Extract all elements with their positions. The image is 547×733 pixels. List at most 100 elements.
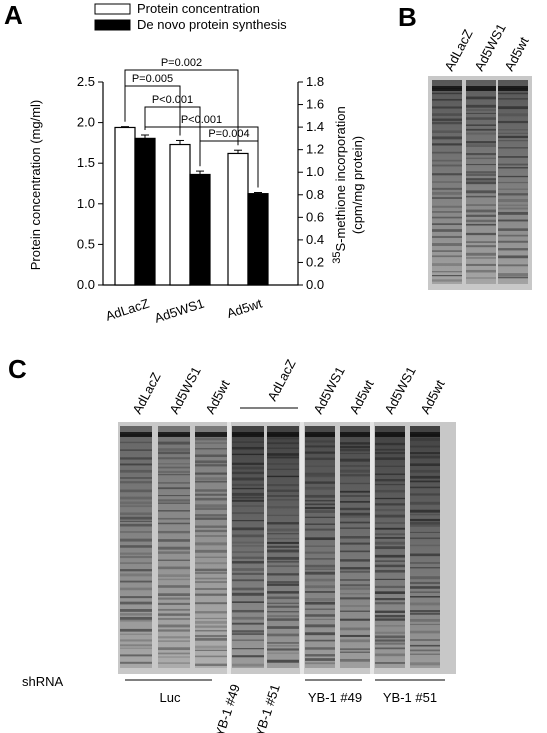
gel-band [375,554,405,558]
gel-band [375,452,405,455]
gel-band [305,516,335,518]
gel-band [195,507,227,510]
gel-band [195,593,227,596]
gel-band [232,592,264,596]
gel-band [466,209,496,213]
gel-band [195,529,227,533]
gel-band [158,499,190,502]
gel-band [375,569,405,573]
gel-band [375,473,405,476]
gel-band [267,652,299,654]
gel-band [432,279,462,282]
gel-band [158,585,190,588]
gel-band [340,587,370,590]
bar [169,143,191,286]
gel-band [498,92,528,95]
gel-band [232,545,264,547]
gel-band [466,171,496,174]
gel-band [375,483,405,486]
gel-band [375,610,405,613]
gel-band [432,143,462,146]
gel-band [498,193,528,196]
gel-band [466,190,496,194]
gel-lane [120,426,152,668]
gel-band [267,615,299,618]
gel-well [340,432,370,437]
gel-band [232,633,264,635]
gel-band [432,92,462,95]
gel-band [158,551,190,554]
gel-band [340,618,370,621]
gel-band [410,576,440,580]
gel-lane [410,426,440,668]
y-tick-label: 2.0 [77,115,95,130]
y2-tick-label: 0.6 [306,209,324,224]
gel-band [466,245,496,248]
gel-band [498,273,528,277]
gel-band [466,214,496,217]
y-tick-label: 0.0 [77,277,95,292]
gel-band [466,128,496,131]
gel-band [120,457,152,460]
gel-band [195,464,227,467]
gel-band [410,525,440,527]
significance-bracket [199,140,259,188]
gel-band [375,479,405,482]
gel-band [120,596,152,599]
gel-band [410,610,440,613]
gel-band [267,456,299,459]
y-axis-label: Protein concentration (mg/ml) [28,100,43,271]
gel-band [120,545,152,548]
gel-band [498,120,528,124]
gel-band [158,457,190,460]
gel-band [340,542,370,545]
gel-band [410,452,440,455]
gel-band [375,503,405,506]
gel-band [432,130,462,133]
gel-band [267,545,299,548]
gel-band [120,616,152,620]
gel-band [195,472,227,475]
gel-band [267,618,299,621]
gel-band [340,500,370,503]
gel-band [158,502,190,504]
gel-band [432,229,462,232]
gel-band [466,104,496,108]
gel-band [267,573,299,576]
lane-gap [300,422,304,674]
gel-band [267,506,299,509]
gel-band [232,462,264,465]
gel-band [375,631,405,634]
gel-band [340,651,370,653]
gel-band [340,521,370,524]
gel-band [158,640,190,642]
gel-band [466,256,496,259]
gel-band [232,609,264,613]
gel-band [375,541,405,545]
gel-band [267,648,299,651]
gel-band [466,181,496,185]
gel-band [232,466,264,470]
gel-band [120,501,152,505]
gel-band [232,471,264,475]
gel-band [340,448,370,452]
gel-band [410,553,440,557]
gel-band [375,564,405,568]
gel-well [432,86,462,91]
gel-band [466,141,496,144]
gel-band [498,234,528,237]
gel-well [305,432,335,437]
gel-band [340,593,370,595]
gel-band [305,551,335,554]
gel-lane [498,80,528,284]
gel-band [432,121,462,125]
gel-band [410,445,440,448]
gel-band [432,275,462,277]
gel-band [158,629,190,632]
gel-band [232,520,264,522]
gel-band [466,241,496,243]
panel-label: C [8,354,27,384]
gel-band [305,507,335,510]
lane-label: Ad5wt [346,377,376,416]
gel-band [410,591,440,593]
